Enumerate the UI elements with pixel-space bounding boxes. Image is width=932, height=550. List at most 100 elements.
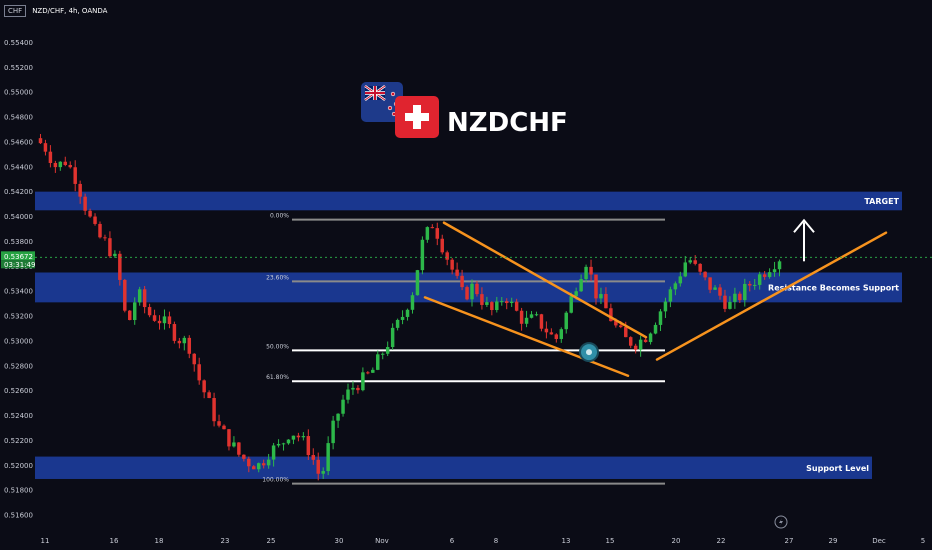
x-tick-label: 5 xyxy=(921,537,925,545)
candle xyxy=(718,287,722,296)
symbol-info: NZD/CHF, 4h, OANDA xyxy=(32,7,108,15)
y-tick-label: 0.54200 xyxy=(4,188,33,196)
y-tick-label: 0.52400 xyxy=(4,412,33,420)
new-zealand-flag-icon xyxy=(361,82,403,122)
candle xyxy=(743,283,747,301)
candle xyxy=(380,353,385,355)
candle xyxy=(534,314,539,316)
candle xyxy=(544,328,549,333)
candle xyxy=(167,316,172,325)
candle xyxy=(271,445,276,460)
candle xyxy=(574,291,578,297)
swiss-flag-icon xyxy=(395,96,439,138)
swiss-cross-h xyxy=(405,113,429,121)
candle xyxy=(713,287,717,290)
candle xyxy=(341,399,345,414)
zone-support xyxy=(35,456,872,479)
candle xyxy=(619,325,623,328)
candle xyxy=(376,354,380,370)
candle xyxy=(628,337,633,346)
falling-wedge-lower[interactable] xyxy=(423,296,630,377)
candle xyxy=(673,283,678,290)
zone-target xyxy=(35,191,902,211)
lightning-bolt xyxy=(779,518,783,526)
candle xyxy=(490,302,494,311)
candle xyxy=(207,392,211,399)
candle xyxy=(708,277,712,290)
candle xyxy=(371,369,375,373)
candle xyxy=(68,165,72,168)
y-tick-label: 0.55400 xyxy=(4,39,33,47)
candle xyxy=(351,387,355,390)
candle xyxy=(772,269,777,273)
x-tick-label: 15 xyxy=(606,537,615,545)
candle xyxy=(688,260,692,263)
x-tick-label: 23 xyxy=(221,537,230,545)
candle xyxy=(430,227,435,229)
y-tick-label: 0.52000 xyxy=(4,462,33,470)
candle xyxy=(222,425,226,430)
countdown-box xyxy=(1,260,35,269)
candle xyxy=(291,435,296,440)
candle xyxy=(88,210,92,217)
x-tick-label: 20 xyxy=(672,537,681,545)
candle xyxy=(728,301,732,309)
rising-trendline[interactable] xyxy=(655,231,888,361)
fib-label: 23.60% xyxy=(266,274,289,281)
candle xyxy=(643,339,648,343)
candle xyxy=(132,302,137,321)
candle xyxy=(500,301,504,303)
candle xyxy=(460,275,464,288)
candle xyxy=(752,284,757,286)
candle xyxy=(63,161,68,166)
candle xyxy=(777,261,782,270)
star xyxy=(387,105,393,111)
y-tick-label: 0.52200 xyxy=(4,437,33,445)
falling-wedge-upper[interactable] xyxy=(442,221,648,339)
x-tick-label: 11 xyxy=(41,537,50,545)
star xyxy=(390,91,396,97)
candle xyxy=(43,143,48,152)
lightning-icon[interactable] xyxy=(774,515,788,529)
candle xyxy=(73,167,77,184)
candle xyxy=(162,316,167,324)
candle xyxy=(48,151,53,163)
candle xyxy=(693,260,697,264)
x-tick-label: Nov xyxy=(375,537,389,545)
candle xyxy=(336,413,340,421)
candle xyxy=(425,227,430,240)
candle xyxy=(157,320,162,324)
x-tick-label: 27 xyxy=(785,537,794,545)
candle xyxy=(252,466,256,470)
candle xyxy=(261,463,266,466)
candle xyxy=(698,263,702,272)
candle xyxy=(142,289,147,308)
candle xyxy=(306,436,311,456)
chart-title: NZDCHF xyxy=(447,108,568,138)
candle xyxy=(549,332,554,335)
candle xyxy=(301,436,306,438)
candle xyxy=(624,327,628,338)
y-tick-label: 0.52600 xyxy=(4,387,33,395)
candle xyxy=(509,301,514,304)
current-price-box xyxy=(1,251,35,261)
candle xyxy=(465,287,469,300)
candle xyxy=(311,455,316,460)
zone-label: Support Level xyxy=(806,464,869,473)
y-tick-label: 0.53800 xyxy=(4,238,33,246)
candle xyxy=(147,307,152,316)
lightning-ring xyxy=(774,515,788,529)
candle xyxy=(767,272,772,277)
candle xyxy=(78,183,82,197)
candle xyxy=(227,429,231,447)
candle xyxy=(93,216,97,224)
candle xyxy=(524,317,529,324)
candle xyxy=(668,289,673,302)
candle xyxy=(559,329,564,339)
candle xyxy=(266,459,271,466)
currency-box[interactable]: CHF xyxy=(4,5,27,17)
y-tick-label: 0.51800 xyxy=(4,487,33,495)
candle xyxy=(172,324,177,341)
